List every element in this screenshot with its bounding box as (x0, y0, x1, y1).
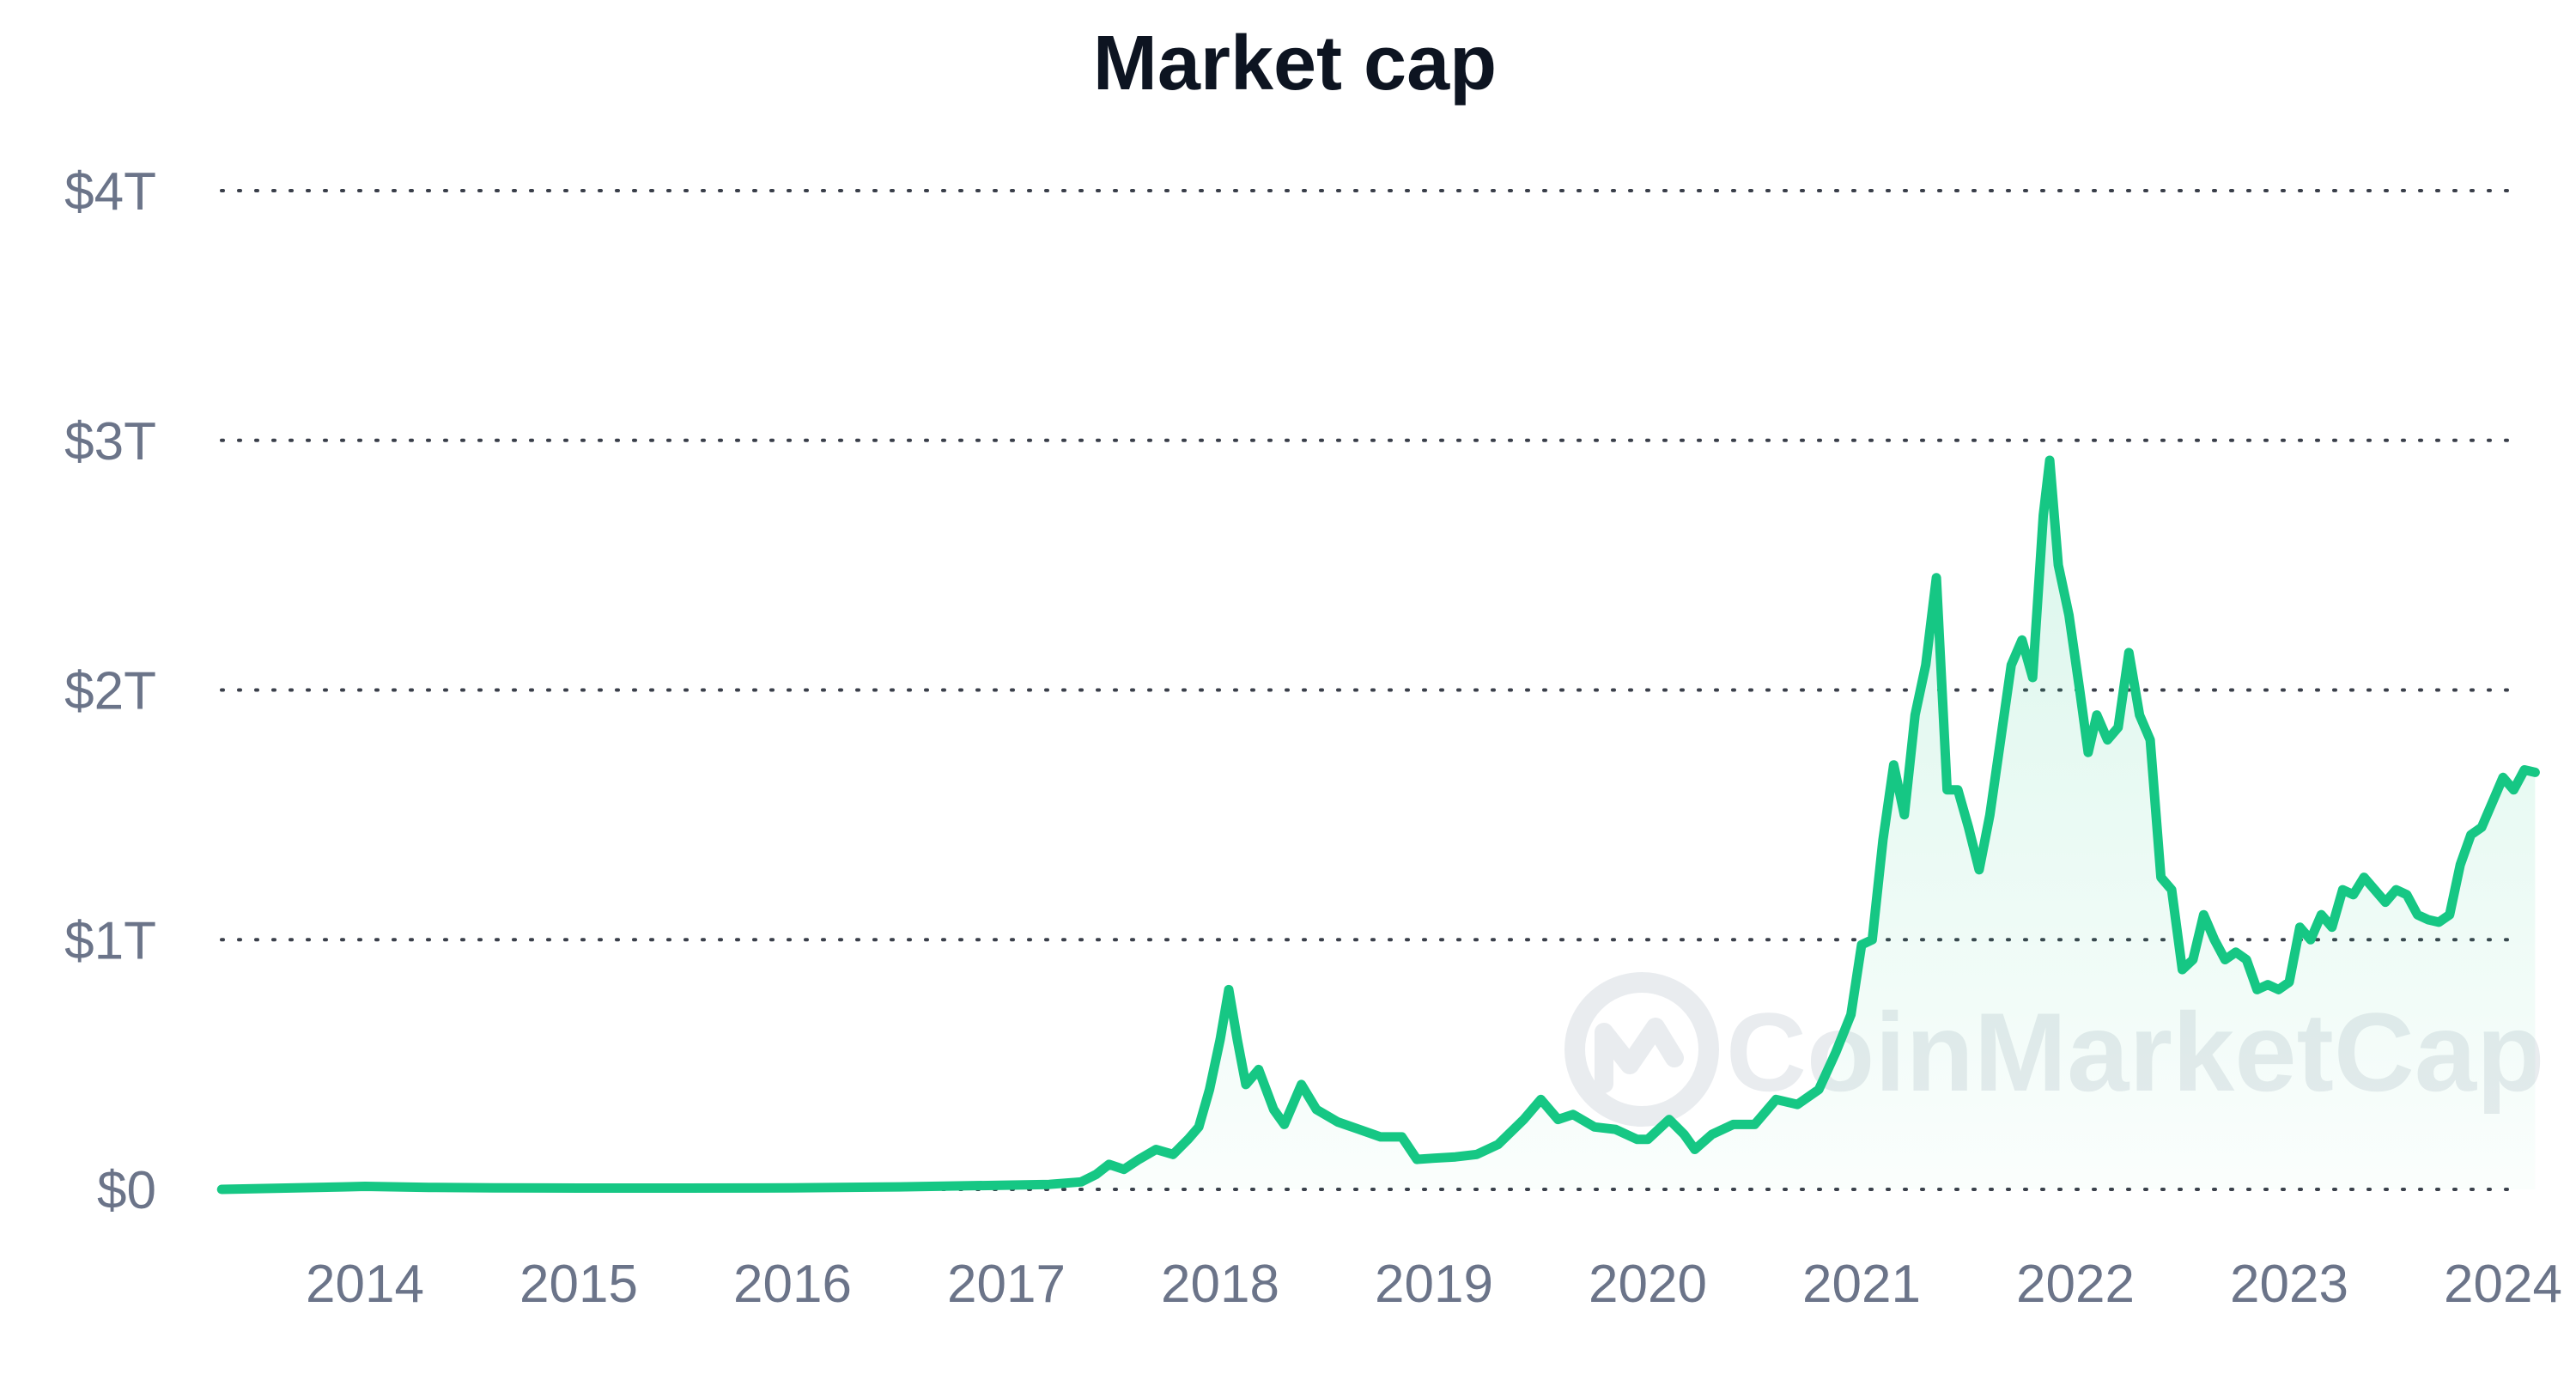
x-tick-label: 2018 (1161, 1255, 1279, 1314)
coinmarketcap-logo-icon (1564, 972, 1719, 1127)
y-tick-label: $2T (64, 662, 156, 721)
x-tick-label: 2017 (947, 1255, 1066, 1314)
x-tick-label: 2014 (306, 1255, 424, 1314)
series-line (216, 455, 2540, 1195)
y-tick-label: $0 (97, 1161, 156, 1220)
x-axis-ticks: 2014 2015 2016 2017 2018 2019 2020 2021 2022 2023… (306, 1255, 2562, 1314)
x-tick-label: 2016 (733, 1255, 852, 1314)
x-tick-label: 2020 (1589, 1255, 1707, 1314)
y-tick-label: $4T (64, 162, 156, 222)
x-tick-label: 2023 (2230, 1255, 2348, 1314)
series-area-fill (222, 460, 2536, 1189)
x-tick-label: 2024 (2444, 1255, 2562, 1314)
x-tick-label: 2022 (2016, 1255, 2135, 1314)
x-tick-label: 2015 (519, 1255, 638, 1314)
y-axis-ticks: $0 $1T $2T $3T $4T (64, 162, 156, 1220)
x-tick-label: 2021 (1802, 1255, 1921, 1314)
y-tick-label: $1T (64, 911, 156, 970)
chart-title: Market cap (1093, 21, 1497, 106)
y-tick-label: $3T (64, 412, 156, 471)
x-tick-label: 2019 (1375, 1255, 1493, 1314)
